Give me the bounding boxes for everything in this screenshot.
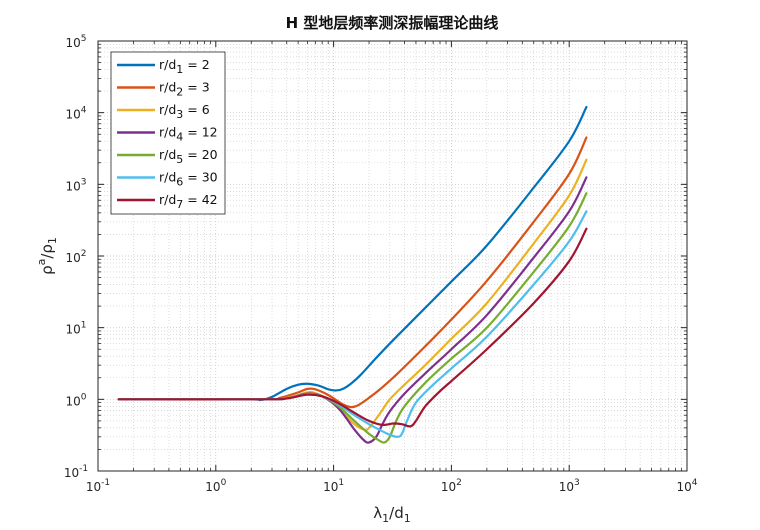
y-tick-exp: 5 — [81, 34, 87, 44]
y-tick-exp: 1 — [81, 321, 87, 331]
x-label-main: λ — [373, 504, 382, 522]
y-tick-exp: 2 — [81, 249, 87, 259]
y-tick-exp: 4 — [81, 106, 87, 116]
y-tick-label: 103 — [65, 177, 86, 193]
x-tick-base: 10 — [323, 480, 338, 494]
legend-label-pre: r/d — [159, 57, 176, 72]
x-tick-exp: 2 — [456, 478, 462, 488]
legend-label-6: r/d6 = 30 — [159, 170, 218, 189]
x-tick-exp: -1 — [101, 478, 110, 488]
x-tick-exp: 1 — [338, 478, 344, 488]
x-tick-base: 10 — [676, 480, 691, 494]
legend-label-pre: r/d — [159, 125, 176, 140]
y-tick-base: 10 — [65, 108, 80, 122]
y-tick-base: 10 — [65, 323, 80, 337]
x-tick-label: 10-1 — [86, 478, 110, 494]
legend-label-post: = 12 — [183, 125, 217, 140]
legend-label-pre: r/d — [159, 80, 176, 95]
legend-label-post: = 6 — [183, 102, 209, 117]
x-label-sub2: 1 — [404, 512, 411, 525]
y-tick-label: 104 — [65, 106, 86, 122]
legend-label-sub: 5 — [176, 153, 183, 166]
y-tick-label: 105 — [65, 34, 86, 50]
legend-label-5: r/d5 = 20 — [159, 147, 218, 166]
legend-items: r/d1 = 2r/d2 = 3r/d3 = 6r/d4 = 12r/d5 = … — [117, 57, 218, 211]
axis-ticks — [97, 40, 688, 472]
minor-grid — [98, 41, 687, 471]
legend-label-post: = 30 — [183, 170, 217, 185]
x-label-mid: /d — [389, 504, 404, 522]
legend-label-pre: r/d — [159, 170, 176, 185]
series-line-2 — [117, 136, 588, 409]
legend-label-pre: r/d — [159, 192, 176, 207]
x-tick-label: 104 — [676, 478, 697, 494]
x-tick-label: 103 — [559, 478, 580, 494]
chart-title: H 型地层频率测深振幅理论曲线 — [286, 14, 499, 32]
y-tick-base: 10 — [65, 179, 80, 193]
x-tick-labels: 10-1 100 101 102 103 104 — [86, 478, 698, 494]
legend-label-2: r/d2 = 3 — [159, 80, 210, 99]
y-tick-label: 101 — [65, 321, 86, 337]
x-tick-base: 10 — [86, 480, 101, 494]
legend-label-7: r/d7 = 42 — [159, 192, 218, 211]
legend-label-sub: 7 — [176, 198, 183, 211]
legend: r/d1 = 2r/d2 = 3r/d3 = 6r/d4 = 12r/d5 = … — [110, 51, 226, 215]
y-label-sup: a — [35, 259, 48, 266]
y-label-sub: 1 — [46, 237, 59, 244]
y-tick-exp: 0 — [81, 392, 87, 402]
y-tick-exp: 3 — [81, 177, 87, 187]
y-tick-exp: -1 — [79, 464, 88, 474]
x-tick-base: 10 — [441, 480, 456, 494]
x-tick-exp: 4 — [692, 478, 698, 488]
x-tick-base: 10 — [559, 480, 574, 494]
legend-label-sub: 1 — [176, 63, 183, 76]
x-label-sub1: 1 — [382, 512, 389, 525]
x-tick-base: 10 — [205, 480, 220, 494]
y-axis-label: ρa/ρ1 — [35, 237, 59, 275]
legend-label-pre: r/d — [159, 102, 176, 117]
legend-label-4: r/d4 = 12 — [159, 125, 218, 144]
y-tick-base: 10 — [65, 251, 80, 265]
x-tick-label: 102 — [441, 478, 462, 494]
y-label-mid: /ρ — [38, 244, 56, 259]
legend-label-post: = 2 — [183, 57, 209, 72]
legend-label-post: = 42 — [183, 192, 217, 207]
legend-label-post: = 3 — [183, 80, 209, 95]
legend-label-sub: 3 — [176, 108, 183, 121]
x-tick-exp: 3 — [574, 478, 580, 488]
legend-label-post: = 20 — [183, 147, 217, 162]
y-tick-label: 100 — [65, 392, 86, 408]
series-line-1 — [117, 105, 588, 402]
legend-label-sub: 6 — [176, 176, 183, 189]
y-tick-label: 10-1 — [64, 464, 88, 480]
x-axis-label: λ1/d1 — [373, 504, 410, 525]
legend-label-sub: 2 — [176, 86, 183, 99]
legend-label-3: r/d3 = 6 — [159, 102, 210, 121]
y-tick-label: 102 — [65, 249, 86, 265]
y-label-main: ρ — [38, 265, 56, 275]
x-tick-label: 100 — [205, 478, 226, 494]
legend-label-sub: 4 — [176, 131, 183, 144]
y-tick-base: 10 — [65, 36, 80, 50]
x-tick-exp: 0 — [221, 478, 227, 488]
legend-label-pre: r/d — [159, 147, 176, 162]
y-tick-base: 10 — [65, 394, 80, 408]
x-tick-label: 101 — [323, 478, 344, 494]
series-lines — [117, 105, 588, 444]
series-line-7 — [117, 227, 588, 428]
legend-label-1: r/d1 = 2 — [159, 57, 210, 76]
y-tick-base: 10 — [64, 466, 79, 480]
